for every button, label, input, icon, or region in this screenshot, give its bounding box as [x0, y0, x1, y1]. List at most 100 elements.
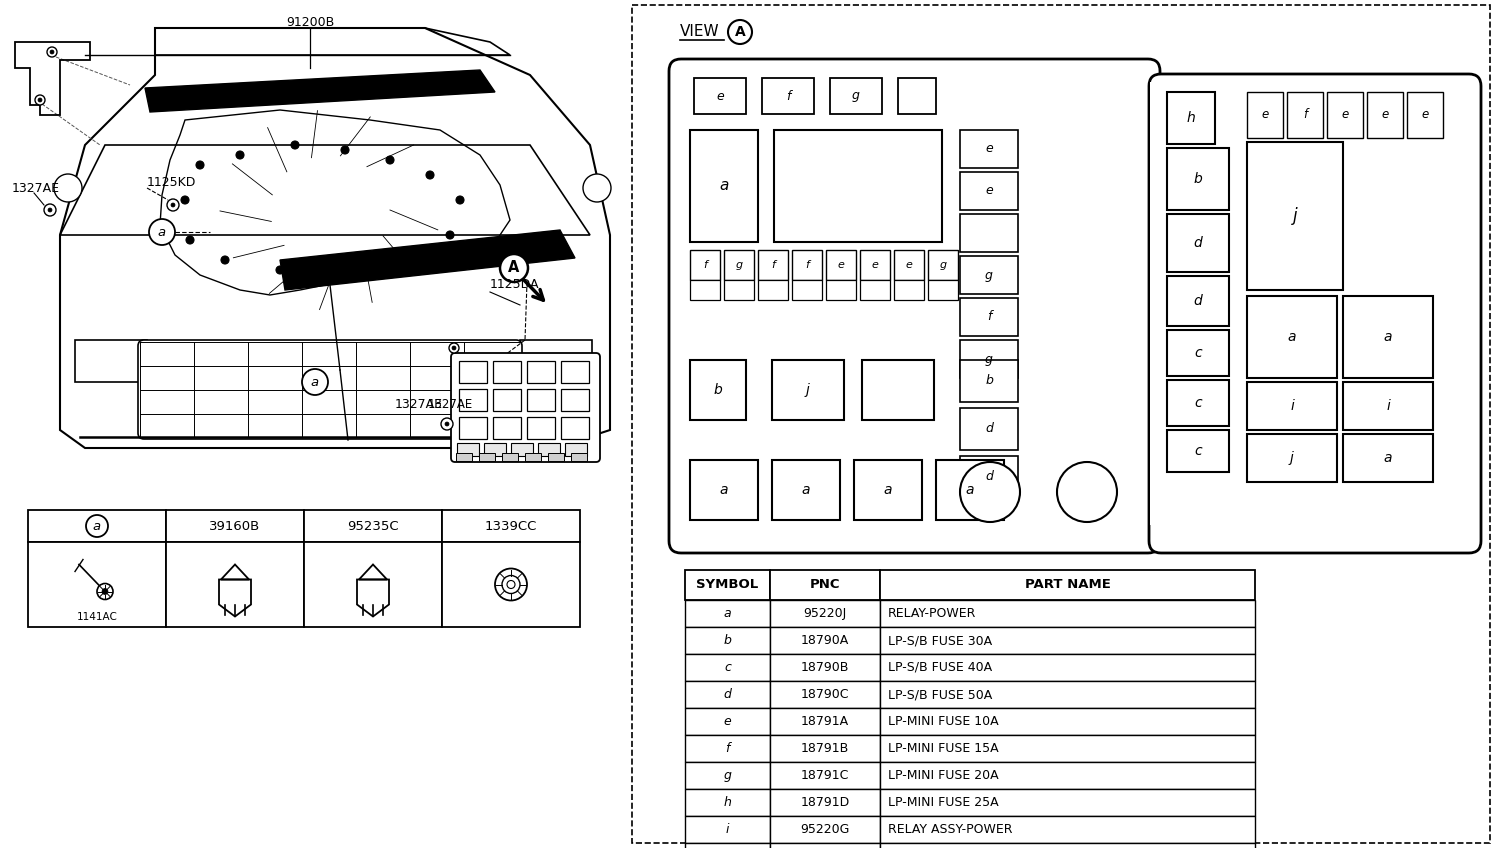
- Text: 1327AE: 1327AE: [428, 399, 473, 411]
- Text: 18791B: 18791B: [801, 742, 849, 755]
- Text: e: e: [1421, 109, 1428, 121]
- Bar: [564, 443, 587, 456]
- Bar: [757, 280, 787, 300]
- Text: 18790C: 18790C: [801, 688, 849, 701]
- Bar: [1407, 92, 1443, 138]
- Bar: [829, 78, 882, 114]
- Circle shape: [168, 199, 180, 211]
- Circle shape: [48, 208, 52, 212]
- Bar: [1168, 148, 1229, 210]
- Text: f: f: [1302, 109, 1307, 121]
- Bar: [769, 570, 880, 600]
- Circle shape: [452, 346, 457, 350]
- Bar: [686, 627, 769, 654]
- Bar: [928, 280, 958, 300]
- Circle shape: [150, 219, 175, 245]
- Bar: [880, 681, 1254, 708]
- Circle shape: [496, 568, 527, 600]
- Text: c: c: [1195, 396, 1202, 410]
- Bar: [1168, 276, 1229, 326]
- Bar: [457, 443, 479, 456]
- Bar: [1247, 382, 1337, 430]
- Circle shape: [186, 236, 195, 244]
- Circle shape: [222, 256, 229, 264]
- Bar: [769, 843, 880, 848]
- Text: 1125KD: 1125KD: [147, 176, 196, 189]
- Text: e: e: [985, 185, 993, 198]
- Circle shape: [85, 515, 108, 537]
- Bar: [1168, 92, 1216, 144]
- Circle shape: [102, 589, 108, 594]
- Text: d: d: [985, 422, 993, 436]
- Circle shape: [302, 369, 328, 395]
- Bar: [1168, 330, 1229, 376]
- Bar: [862, 360, 934, 420]
- Bar: [894, 250, 924, 280]
- Circle shape: [43, 204, 55, 216]
- Bar: [510, 443, 533, 456]
- Text: j: j: [1290, 451, 1293, 465]
- Text: f: f: [704, 260, 707, 270]
- Circle shape: [54, 174, 82, 202]
- Text: 1125DA: 1125DA: [490, 278, 539, 292]
- Bar: [1247, 92, 1283, 138]
- Text: 1327AE: 1327AE: [12, 181, 60, 194]
- Text: e: e: [871, 260, 879, 270]
- Bar: [1343, 382, 1433, 430]
- Text: d: d: [1193, 236, 1202, 250]
- Text: c: c: [1195, 444, 1202, 458]
- Bar: [686, 600, 769, 627]
- Bar: [757, 250, 787, 280]
- Bar: [960, 172, 1018, 210]
- Bar: [525, 453, 540, 461]
- Bar: [880, 789, 1254, 816]
- Text: e: e: [837, 260, 844, 270]
- Bar: [774, 130, 942, 242]
- Text: 91200B: 91200B: [286, 15, 334, 29]
- Bar: [442, 542, 579, 627]
- Bar: [460, 361, 487, 383]
- Bar: [880, 735, 1254, 762]
- Bar: [493, 361, 521, 383]
- Text: b: b: [714, 383, 723, 397]
- Circle shape: [46, 47, 57, 57]
- Text: b: b: [723, 634, 732, 647]
- Bar: [1168, 214, 1229, 272]
- Bar: [936, 460, 1004, 520]
- Circle shape: [449, 343, 460, 353]
- Bar: [686, 708, 769, 735]
- Bar: [690, 280, 720, 300]
- Text: a: a: [159, 226, 166, 238]
- FancyBboxPatch shape: [451, 353, 600, 462]
- Bar: [1247, 296, 1337, 378]
- Bar: [561, 361, 588, 383]
- Circle shape: [237, 151, 244, 159]
- Circle shape: [445, 422, 449, 426]
- Text: 95235C: 95235C: [347, 520, 398, 533]
- Bar: [690, 460, 757, 520]
- FancyBboxPatch shape: [1150, 74, 1481, 553]
- Bar: [880, 600, 1254, 627]
- Bar: [960, 256, 1018, 294]
- Bar: [960, 456, 1018, 498]
- Bar: [690, 130, 757, 242]
- Bar: [1168, 380, 1229, 426]
- Text: j: j: [805, 383, 810, 397]
- Text: a: a: [1287, 330, 1296, 344]
- Bar: [695, 78, 746, 114]
- FancyBboxPatch shape: [138, 340, 522, 439]
- Bar: [960, 340, 1018, 378]
- Text: 18791C: 18791C: [801, 769, 849, 782]
- Bar: [686, 570, 769, 600]
- Bar: [686, 762, 769, 789]
- Circle shape: [728, 20, 751, 44]
- Bar: [561, 389, 588, 411]
- Bar: [166, 542, 304, 627]
- Bar: [519, 340, 591, 382]
- Circle shape: [97, 583, 112, 600]
- Text: 1141AC: 1141AC: [76, 612, 117, 622]
- Bar: [75, 340, 147, 382]
- Bar: [527, 417, 555, 439]
- Circle shape: [507, 581, 515, 589]
- Text: 1327AE: 1327AE: [395, 399, 443, 411]
